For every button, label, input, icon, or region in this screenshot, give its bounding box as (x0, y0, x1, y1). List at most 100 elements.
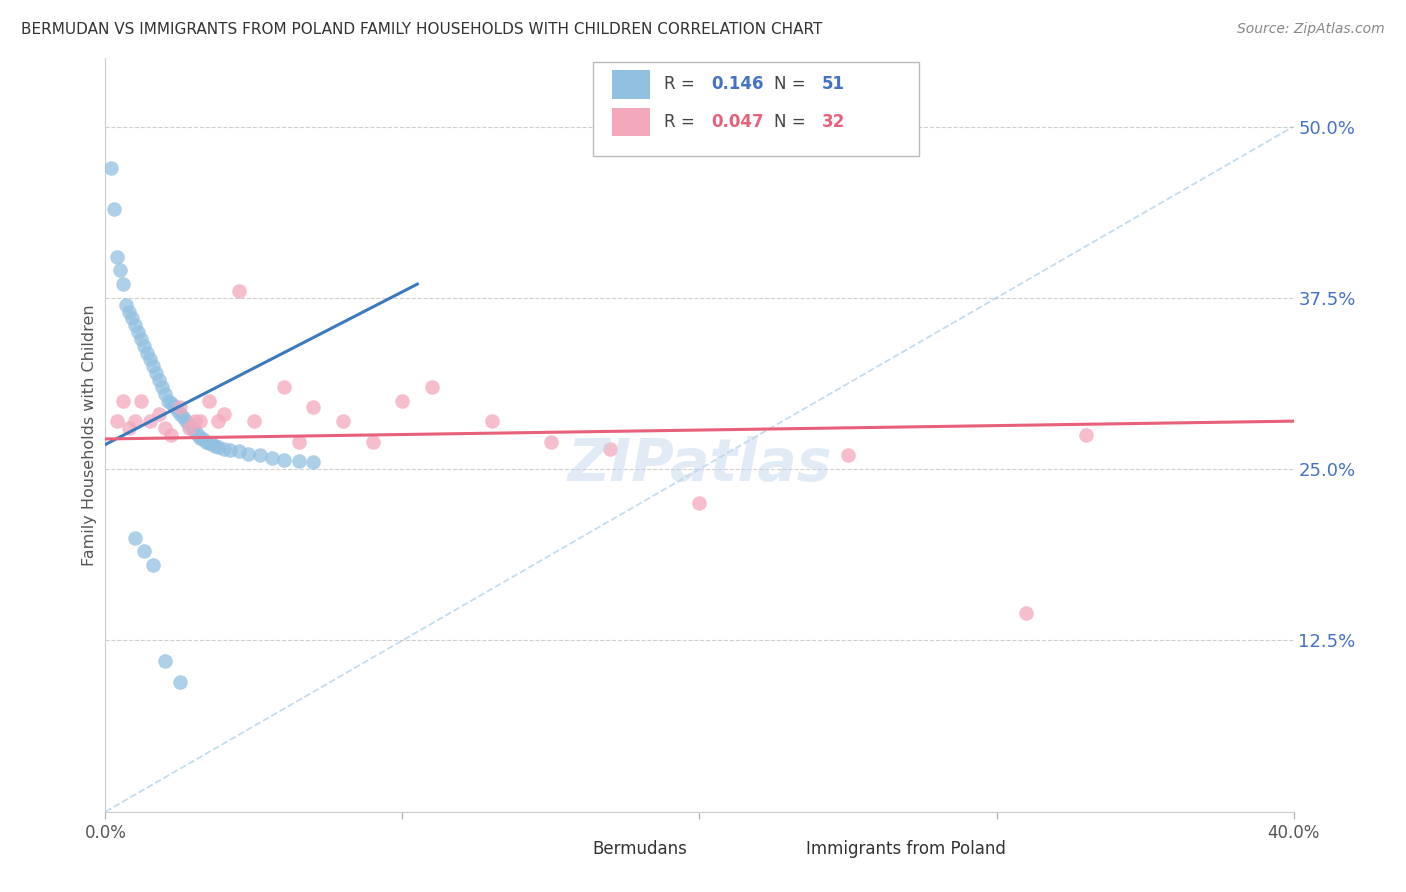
Point (193, 432, 215, 446)
Point (260, 451, 283, 466)
Point (110, 263, 132, 277)
Point (540, 434, 562, 449)
Point (159, 427, 181, 442)
Point (236, 447, 259, 461)
Point (129, 332, 152, 346)
FancyBboxPatch shape (555, 838, 585, 862)
Point (198, 436, 221, 450)
Point (142, 558, 165, 572)
Point (118, 304, 141, 318)
Point (159, 396, 181, 410)
Point (420, 380, 443, 394)
Point (361, 434, 384, 449)
FancyBboxPatch shape (612, 70, 650, 99)
Text: 32: 32 (823, 113, 845, 131)
Point (190, 431, 212, 445)
Point (156, 393, 179, 408)
Point (243, 414, 266, 428)
Point (153, 386, 176, 401)
Point (112, 393, 135, 408)
Point (180, 421, 202, 435)
Point (183, 414, 205, 428)
Y-axis label: Family Households with Children: Family Households with Children (82, 304, 97, 566)
Point (1074, 427, 1097, 442)
FancyBboxPatch shape (612, 108, 650, 136)
Text: 0.047: 0.047 (711, 113, 763, 131)
Point (115, 298, 138, 312)
Point (228, 444, 250, 458)
Point (204, 439, 226, 453)
Point (689, 496, 711, 510)
Text: 0.146: 0.146 (711, 75, 763, 94)
Text: Immigrants from Poland: Immigrants from Poland (807, 840, 1007, 858)
Point (177, 421, 200, 435)
Point (302, 401, 325, 415)
Point (186, 427, 208, 442)
Point (118, 421, 141, 435)
Point (177, 417, 200, 431)
Point (172, 410, 194, 425)
Point (249, 449, 271, 463)
Point (219, 442, 242, 457)
Point (105, 414, 128, 428)
Point (142, 359, 165, 374)
Point (190, 414, 212, 428)
Point (100, 161, 122, 175)
Point (169, 674, 191, 689)
Point (214, 442, 236, 456)
Point (124, 318, 146, 333)
Text: 51: 51 (823, 75, 845, 94)
Point (273, 380, 295, 394)
Point (169, 401, 191, 415)
FancyBboxPatch shape (592, 62, 920, 156)
Point (481, 414, 503, 428)
Point (148, 373, 170, 387)
Point (183, 424, 205, 438)
Point (195, 434, 218, 449)
Point (174, 414, 197, 428)
Text: N =: N = (775, 113, 811, 131)
Point (103, 202, 125, 216)
Text: Bermudans: Bermudans (592, 840, 688, 858)
Point (127, 325, 149, 339)
Point (599, 442, 621, 456)
Point (169, 407, 191, 421)
Point (837, 449, 859, 463)
Text: ZIPatlas: ZIPatlas (567, 436, 832, 493)
Point (124, 531, 146, 545)
Point (153, 654, 176, 668)
Point (129, 393, 152, 408)
Point (124, 414, 146, 428)
Point (121, 311, 143, 326)
Point (132, 544, 155, 558)
Point (1015, 606, 1038, 620)
Point (139, 352, 162, 367)
Point (207, 414, 229, 428)
Point (228, 284, 250, 298)
Point (198, 393, 221, 408)
Point (273, 452, 295, 467)
Point (105, 250, 128, 264)
Point (287, 454, 309, 468)
Text: R =: R = (664, 75, 700, 94)
Text: R =: R = (664, 113, 700, 131)
Point (287, 434, 309, 449)
Point (136, 345, 159, 359)
Point (201, 437, 224, 451)
Point (302, 455, 325, 469)
Text: BERMUDAN VS IMMIGRANTS FROM POLAND FAMILY HOUSEHOLDS WITH CHILDREN CORRELATION C: BERMUDAN VS IMMIGRANTS FROM POLAND FAMIL… (21, 22, 823, 37)
Point (148, 407, 170, 421)
Text: N =: N = (775, 75, 811, 94)
Point (132, 339, 155, 353)
Point (207, 440, 229, 454)
Point (391, 393, 413, 408)
Point (153, 421, 176, 435)
Point (145, 366, 167, 380)
Point (163, 399, 186, 413)
Text: Source: ZipAtlas.com: Source: ZipAtlas.com (1237, 22, 1385, 37)
Point (166, 403, 188, 417)
FancyBboxPatch shape (769, 838, 799, 862)
Point (112, 277, 135, 291)
Point (214, 407, 236, 421)
Point (139, 414, 162, 428)
